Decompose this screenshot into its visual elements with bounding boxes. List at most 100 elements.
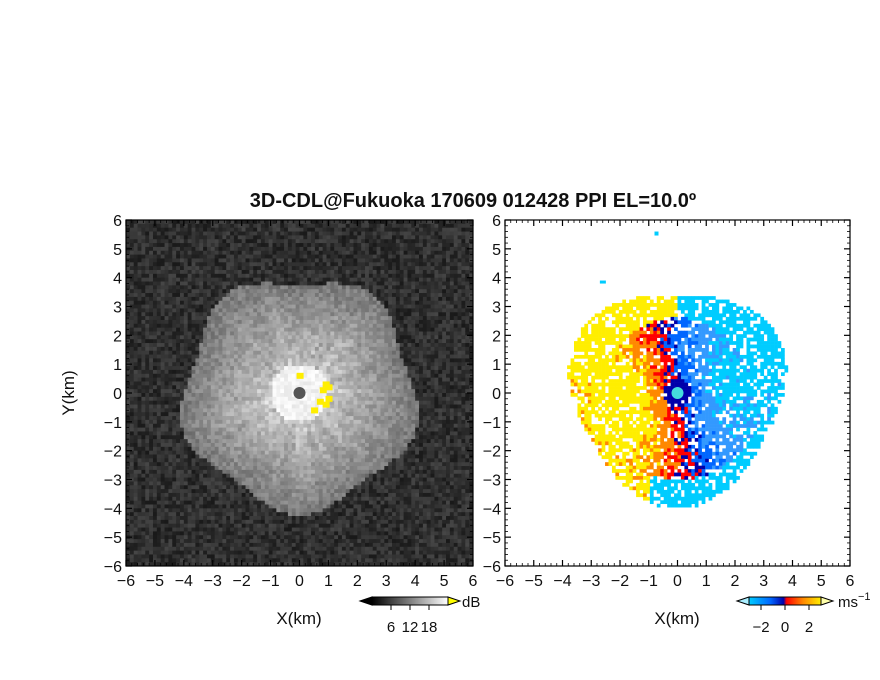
snr-pixel xyxy=(137,285,142,290)
snr-pixel xyxy=(314,346,320,352)
snr-pixel xyxy=(272,393,277,398)
snr-pixel xyxy=(260,246,266,252)
snr-pixel xyxy=(233,323,239,329)
snr-pixel xyxy=(257,373,262,379)
snr-pixel xyxy=(176,485,181,490)
snr-pixel xyxy=(230,427,235,432)
snr-pixel xyxy=(287,246,293,252)
snr-pixel xyxy=(264,227,270,232)
snr-pixel xyxy=(257,362,262,367)
snr-pixel xyxy=(299,558,304,563)
snr-pixel xyxy=(160,427,165,432)
snr-pixel xyxy=(230,504,235,509)
snr-pixel xyxy=(195,469,200,475)
snr-pixel xyxy=(187,512,192,517)
snr-pixel xyxy=(307,423,312,428)
snr-pixel xyxy=(164,427,169,432)
snr-pixel xyxy=(253,527,258,532)
snr-pixel xyxy=(176,354,181,359)
snr-pixel xyxy=(280,554,285,559)
snr-pixel xyxy=(260,492,266,498)
snr-pixel xyxy=(145,539,150,544)
snr-pixel xyxy=(280,508,285,513)
snr-pixel xyxy=(195,416,200,421)
snr-pixel xyxy=(334,427,339,432)
snr-pixel xyxy=(264,469,270,475)
snr-pixel xyxy=(299,519,304,525)
snr-pixel xyxy=(299,512,304,517)
snr-pixel xyxy=(233,266,239,271)
snr-pixel xyxy=(237,431,243,436)
snr-pixel xyxy=(318,500,324,505)
snr-pixel xyxy=(176,396,181,402)
snr-pixel xyxy=(152,516,158,521)
snr-pixel xyxy=(322,339,327,344)
snr-pixel xyxy=(334,335,339,340)
snr-pixel xyxy=(218,385,223,390)
snr-pixel xyxy=(133,285,138,290)
snr-pixel xyxy=(191,416,196,421)
snr-pixel xyxy=(176,419,181,425)
snr-pixel xyxy=(218,527,223,532)
snr-pixel xyxy=(218,454,223,459)
snr-pixel xyxy=(314,358,320,363)
snr-pixel xyxy=(291,293,297,298)
snr-pixel xyxy=(137,243,142,248)
snr-pixel xyxy=(226,550,231,555)
snr-pixel xyxy=(307,231,312,236)
snr-pixel xyxy=(210,439,216,444)
snr-pixel xyxy=(241,500,246,505)
snr-pixel xyxy=(249,469,254,475)
snr-pixel xyxy=(160,308,165,313)
snr-pixel xyxy=(187,492,192,498)
snr-pixel xyxy=(210,358,216,363)
snr-pixel xyxy=(291,381,297,386)
snr-pixel xyxy=(291,419,297,425)
snr-pixel xyxy=(168,316,173,321)
snr-pixel xyxy=(156,508,162,513)
snr-pixel xyxy=(160,343,165,348)
snr-pixel xyxy=(168,331,173,336)
snr-pixel xyxy=(183,350,189,355)
snr-pixel xyxy=(179,531,185,536)
snr-pixel xyxy=(233,339,239,344)
snr-pixel xyxy=(179,220,185,225)
snr-pixel xyxy=(287,369,293,375)
snr-pixel xyxy=(253,350,258,355)
snr-pixel xyxy=(264,373,270,379)
snr-pixel xyxy=(276,339,281,344)
snr-pixel xyxy=(226,220,231,225)
snr-pixel xyxy=(168,512,173,517)
snr-pixel xyxy=(257,404,262,409)
snr-pixel xyxy=(253,435,258,440)
snr-pixel xyxy=(291,339,297,344)
snr-pixel xyxy=(314,281,320,286)
snr-pixel xyxy=(303,419,308,425)
snr-pixel xyxy=(179,477,185,482)
snr-pixel xyxy=(195,220,200,225)
snr-pixel xyxy=(291,396,297,402)
snr-pixel xyxy=(253,473,258,478)
snr-pixel xyxy=(222,416,227,421)
snr-pixel xyxy=(149,450,154,455)
snr-pixel xyxy=(322,396,327,402)
snr-pixel xyxy=(303,427,308,432)
snr-pixel xyxy=(318,273,324,279)
snr-pixel xyxy=(291,469,297,475)
snr-pixel xyxy=(222,312,227,317)
snr-pixel xyxy=(237,508,243,513)
snr-pixel xyxy=(156,250,162,255)
snr-pixel xyxy=(291,558,297,563)
snr-pixel xyxy=(284,423,289,428)
snr-pixel xyxy=(326,235,331,240)
snr-pixel xyxy=(268,316,273,321)
snr-pixel xyxy=(314,466,320,471)
snr-pixel xyxy=(210,458,216,463)
snr-pixel xyxy=(307,481,312,486)
snr-pixel xyxy=(253,562,258,567)
snr-pixel xyxy=(187,269,192,275)
snr-pixel xyxy=(187,442,192,448)
snr-pixel xyxy=(318,431,324,436)
snr-pixel xyxy=(338,335,343,340)
snr-pixel xyxy=(141,412,146,417)
